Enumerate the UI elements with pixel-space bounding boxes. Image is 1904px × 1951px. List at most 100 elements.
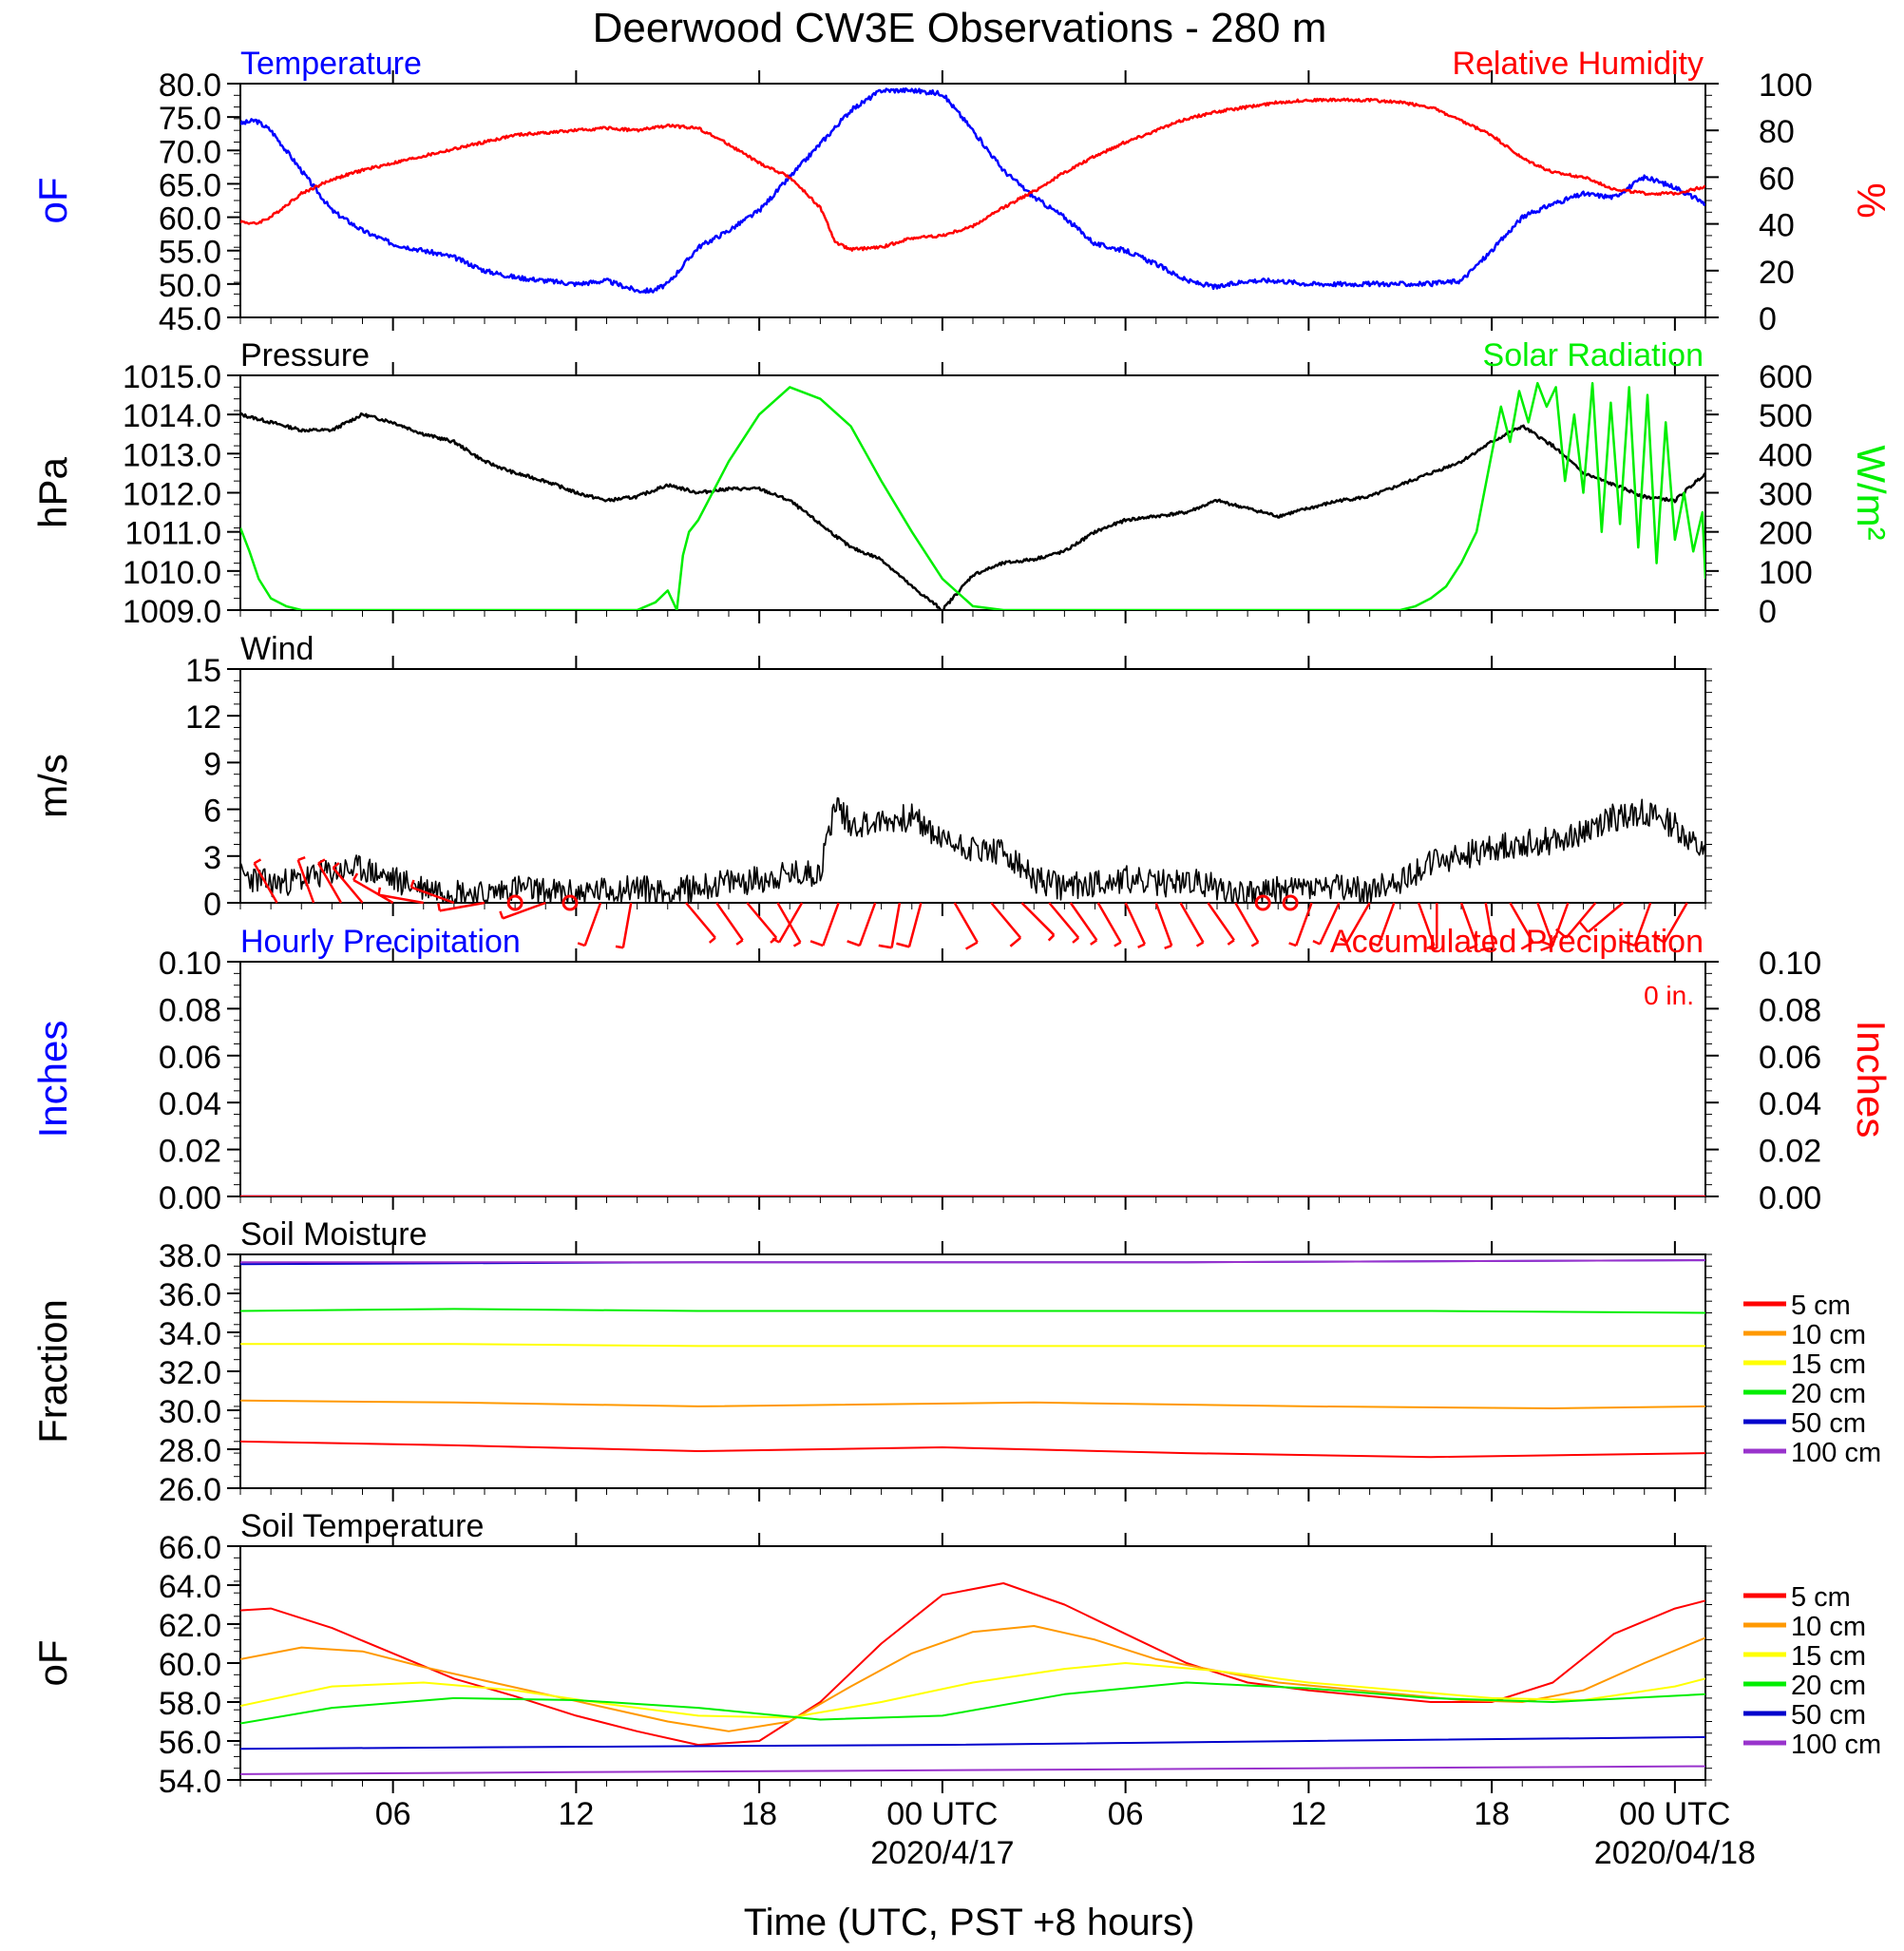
wind-barb-flag bbox=[708, 936, 716, 944]
legend-label: 50 cm bbox=[1791, 1408, 1866, 1439]
legend-label: 50 cm bbox=[1791, 1700, 1866, 1731]
left-tick-label: 9 bbox=[203, 746, 221, 782]
series-line-wind bbox=[240, 796, 1705, 903]
legend-label: 100 cm bbox=[1791, 1438, 1881, 1468]
wind-barb-flag bbox=[297, 855, 306, 862]
chart-title: Deerwood CW3E Observations - 280 m bbox=[593, 5, 1327, 51]
wind-barb bbox=[316, 862, 343, 904]
wind-barb bbox=[253, 862, 278, 904]
x-tick-label: 00 UTC bbox=[886, 1796, 998, 1832]
right-tick-label: 100 bbox=[1759, 67, 1813, 104]
wind-barb bbox=[1294, 902, 1313, 947]
wind-barb bbox=[583, 902, 602, 947]
legend-label: 15 cm bbox=[1791, 1641, 1866, 1672]
series-line-10-cm bbox=[240, 1625, 1705, 1732]
series-line-relative-humidity bbox=[240, 97, 1705, 252]
right-tick-label: 0 bbox=[1759, 594, 1777, 630]
wind-barb-flag bbox=[1554, 928, 1568, 939]
calm-wind-marker bbox=[506, 894, 524, 911]
plot-area bbox=[240, 796, 1705, 903]
panel-precip: 0.00 0.02 0.04 0.06 0.08 0.10 0.00 0.02 0.04 0.06… bbox=[30, 924, 1894, 1216]
calm-wind-marker bbox=[1282, 894, 1299, 911]
left-tick-label: 65.0 bbox=[159, 167, 221, 203]
left-tick-label: 0.04 bbox=[159, 1086, 221, 1122]
series-line-20-cm bbox=[240, 1681, 1705, 1725]
right-tick-label: 40 bbox=[1759, 208, 1795, 244]
wind-barb bbox=[352, 878, 394, 905]
x-tick-label: 12 bbox=[1290, 1796, 1326, 1832]
left-tick-label: 58.0 bbox=[159, 1686, 221, 1722]
wind-barb bbox=[1509, 902, 1534, 944]
wind-barb bbox=[1154, 902, 1173, 947]
wind-barb bbox=[1234, 902, 1260, 944]
left-unit-label: Inches bbox=[30, 1021, 75, 1138]
right-tick-label: 20 bbox=[1759, 255, 1795, 291]
right-tick-label: 200 bbox=[1759, 516, 1813, 552]
left-unit-label: hPa bbox=[30, 456, 75, 527]
left-unit-label: Fraction bbox=[30, 1299, 75, 1444]
wind-barb bbox=[1319, 902, 1341, 946]
left-tick-label: 0.06 bbox=[159, 1040, 221, 1076]
wind-barb bbox=[1096, 902, 1122, 944]
wind-barb-flag bbox=[1072, 936, 1079, 944]
wind-barb bbox=[1048, 902, 1080, 939]
wind-barb-flag bbox=[409, 879, 415, 889]
wind-barb-flag bbox=[735, 939, 744, 946]
panel-soil_temp: 54.056.058.060.062.064.066.0 Soil Tempera… bbox=[30, 1508, 1881, 1800]
wind-barb bbox=[1663, 902, 1688, 944]
legend-label: 5 cm bbox=[1791, 1291, 1851, 1321]
right-tick-label: 0.06 bbox=[1759, 1040, 1821, 1076]
right-tick-label: 80 bbox=[1759, 114, 1795, 150]
right-unit-label: Inches bbox=[1849, 1021, 1894, 1138]
right-tick-label: 0.10 bbox=[1759, 946, 1821, 982]
wind-barb-flag bbox=[377, 887, 382, 895]
wind-barb-flag bbox=[1009, 936, 1021, 947]
wind-barb bbox=[296, 859, 315, 904]
wind-barb bbox=[1179, 902, 1205, 944]
wind-barb-flag bbox=[332, 862, 340, 870]
wind-barb-flag bbox=[964, 941, 979, 950]
wind-barb-flag bbox=[771, 937, 780, 944]
left-tick-label: 38.0 bbox=[159, 1238, 221, 1274]
left-tick-label: 3 bbox=[203, 840, 221, 876]
wind-barb bbox=[778, 902, 804, 944]
panel-left-title: Hourly Precipitation bbox=[240, 924, 521, 960]
panel-temp_rh: 45.050.055.060.065.070.075.080.0 0 20 40 60 8… bbox=[30, 46, 1894, 337]
wind-barb bbox=[410, 886, 455, 905]
wind-barb-flag bbox=[1540, 944, 1554, 952]
legend-label: 100 cm bbox=[1791, 1730, 1881, 1760]
wind-barb-flag bbox=[1047, 934, 1056, 942]
right-tick-label: 0.00 bbox=[1759, 1180, 1821, 1216]
panel-frame bbox=[239, 83, 1706, 318]
legend-label: 20 cm bbox=[1791, 1379, 1866, 1409]
wind-barb-flag bbox=[1651, 934, 1666, 944]
left-unit-label: oF bbox=[30, 177, 75, 223]
wind-barb-flag bbox=[1622, 940, 1636, 947]
left-tick-label: 1009.0 bbox=[123, 594, 221, 630]
right-tick-label: 0.04 bbox=[1759, 1086, 1821, 1122]
legend-label: 20 cm bbox=[1791, 1671, 1866, 1701]
left-tick-label: 26.0 bbox=[159, 1472, 221, 1508]
wind-barb bbox=[1633, 902, 1652, 947]
panel-left-title: Soil Moisture bbox=[240, 1216, 428, 1253]
series-line-temperature bbox=[240, 86, 1705, 295]
wind-barb-flag bbox=[352, 872, 359, 881]
right-tick-label: 0.02 bbox=[1759, 1134, 1821, 1170]
wind-barb bbox=[1124, 902, 1147, 946]
left-tick-label: 54.0 bbox=[159, 1764, 221, 1800]
x-tick-label: 06 bbox=[1108, 1796, 1144, 1832]
wind-barb bbox=[378, 893, 424, 905]
wind-barb-flag bbox=[847, 940, 861, 947]
right-unit-label: W/m² bbox=[1849, 445, 1894, 540]
left-tick-label: 0.10 bbox=[159, 946, 221, 982]
left-tick-label: 34.0 bbox=[159, 1316, 221, 1352]
panel-frame bbox=[239, 961, 1706, 1197]
series-line-solar-radiation bbox=[240, 381, 1705, 610]
left-tick-label: 0.02 bbox=[159, 1134, 221, 1170]
left-tick-label: 60.0 bbox=[159, 201, 221, 238]
wind-barb-flag bbox=[1090, 939, 1098, 946]
right-tick-label: 600 bbox=[1759, 359, 1813, 395]
wind-barb-flag bbox=[1137, 943, 1146, 949]
wind-barb bbox=[746, 902, 778, 939]
